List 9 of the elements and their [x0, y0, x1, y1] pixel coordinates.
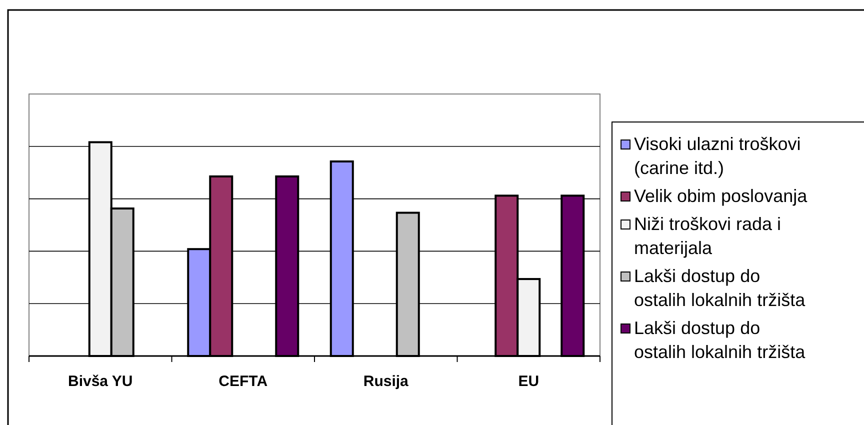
x-tick-label: EU: [518, 373, 540, 390]
x-tick-label: CEFTA: [218, 373, 268, 390]
x-tick-label: Rusija: [363, 373, 410, 390]
legend-label: Velik obim poslovanja: [634, 186, 808, 206]
legend-label: Lakši dostup do ostalih lokalnih tržišta: [634, 318, 806, 362]
legend-label: Lakši dostup do ostalih lokalnih tržišta: [634, 266, 806, 310]
x-tick-label: Bivša YU: [68, 373, 133, 390]
legend-label: Visoki ulazni troškovi (carine itd.): [634, 134, 801, 178]
legend-label: Niži troškovi rada i materijala: [634, 214, 782, 258]
